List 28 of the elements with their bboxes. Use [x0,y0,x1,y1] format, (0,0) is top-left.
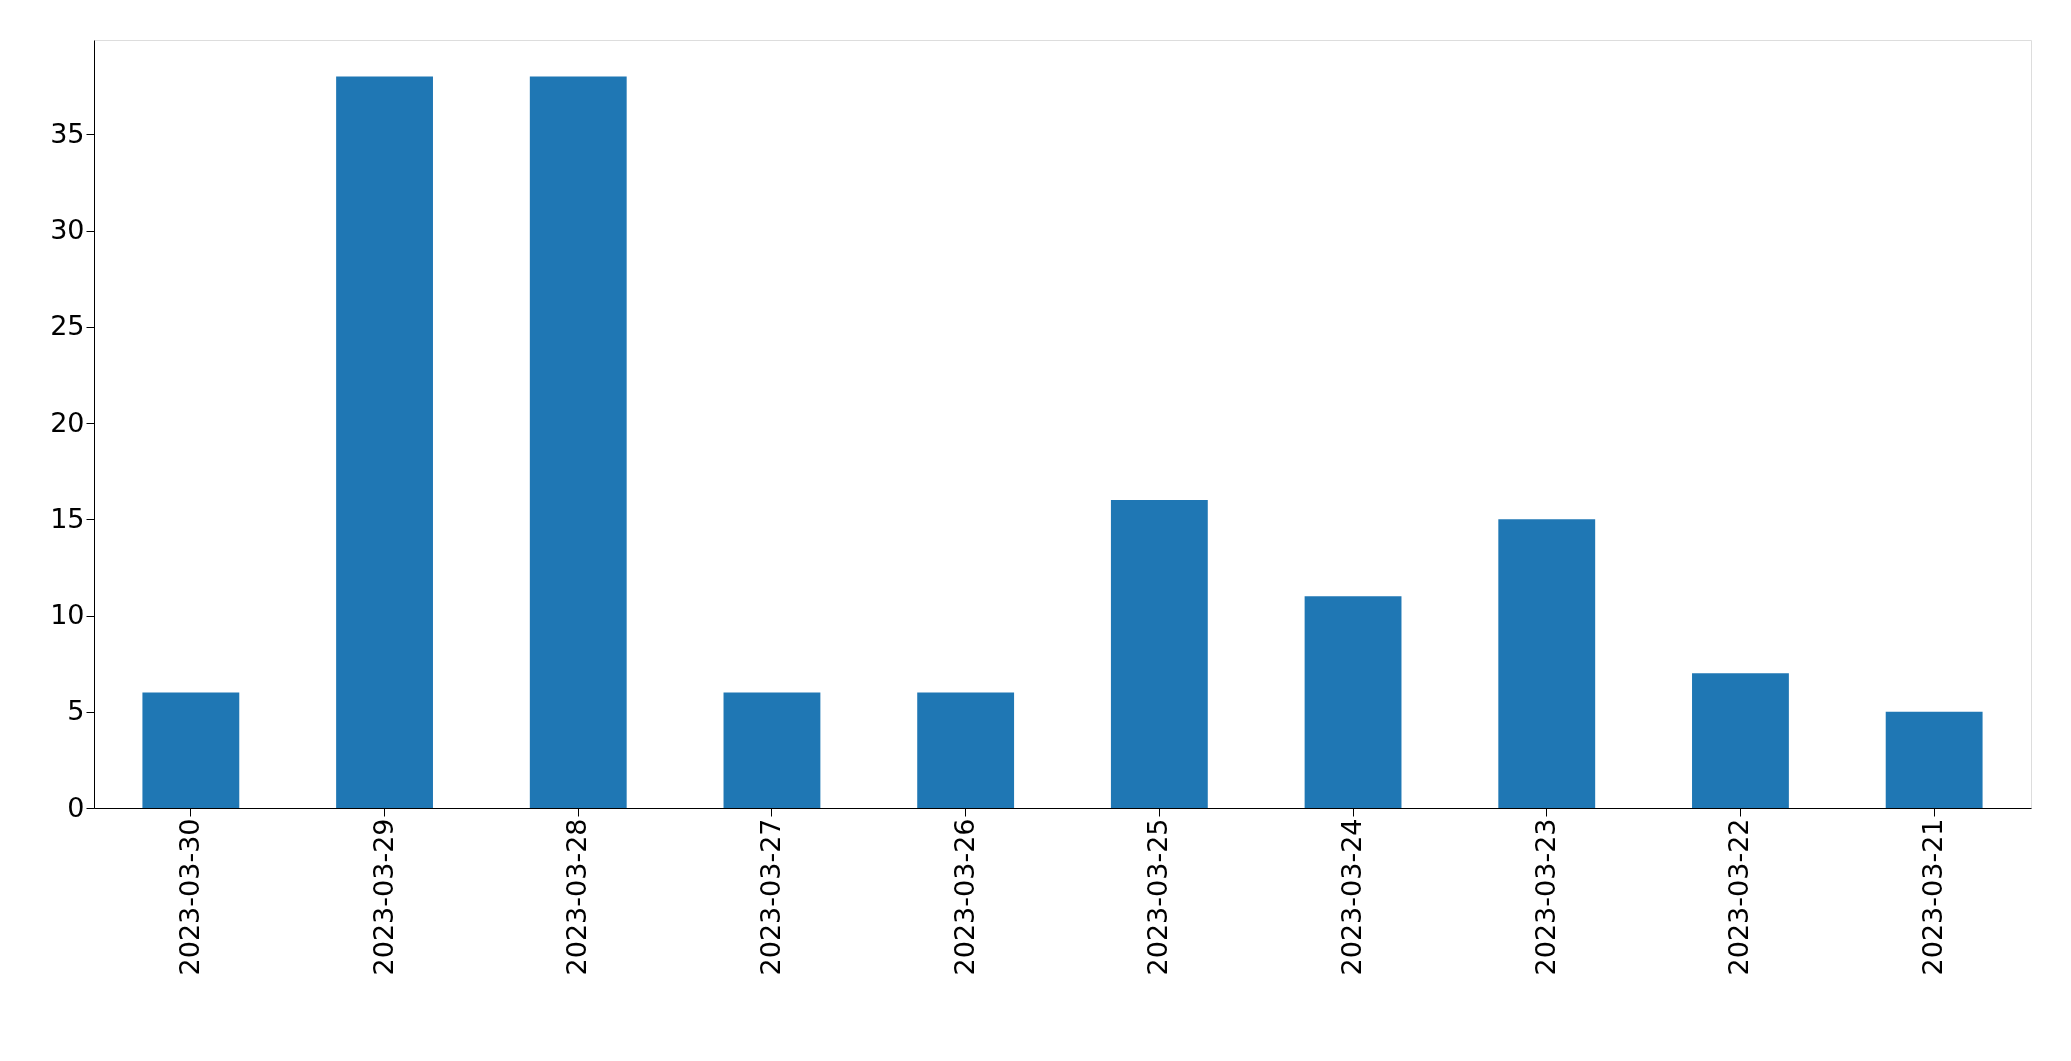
bar [1304,596,1402,808]
bar [336,76,433,808]
y-tick-label: 0 [67,791,85,823]
x-tick-label: 2023-03-22 [1723,818,1755,976]
bar [1885,711,1983,808]
y-tick-label: 10 [50,599,85,631]
y-tick-label: 20 [50,406,85,438]
x-tick-label: 2023-03-29 [367,818,399,976]
bar [1692,673,1789,808]
y-tick-label: 5 [67,695,85,727]
x-tick-label: 2023-03-26 [948,818,980,976]
x-tick-label: 2023-03-23 [1529,818,1561,976]
x-tick-label: 2023-03-28 [561,818,593,976]
bar [1110,500,1208,808]
x-tick-label: 2023-03-25 [1142,818,1174,976]
x-tick-label: 2023-03-27 [754,818,786,976]
bar [917,692,1015,808]
bar [723,692,821,808]
y-tick-label: 35 [50,117,85,149]
x-tick-label: 2023-03-24 [1336,818,1368,976]
bar [529,76,627,808]
y-tick-label: 15 [50,502,85,534]
bar [142,692,240,808]
y-tick-label: 25 [50,310,85,342]
y-tick-label: 30 [50,214,85,246]
bar [1498,519,1596,808]
x-tick-label: 2023-03-30 [173,818,205,976]
x-tick-label: 2023-03-21 [1917,818,1949,976]
